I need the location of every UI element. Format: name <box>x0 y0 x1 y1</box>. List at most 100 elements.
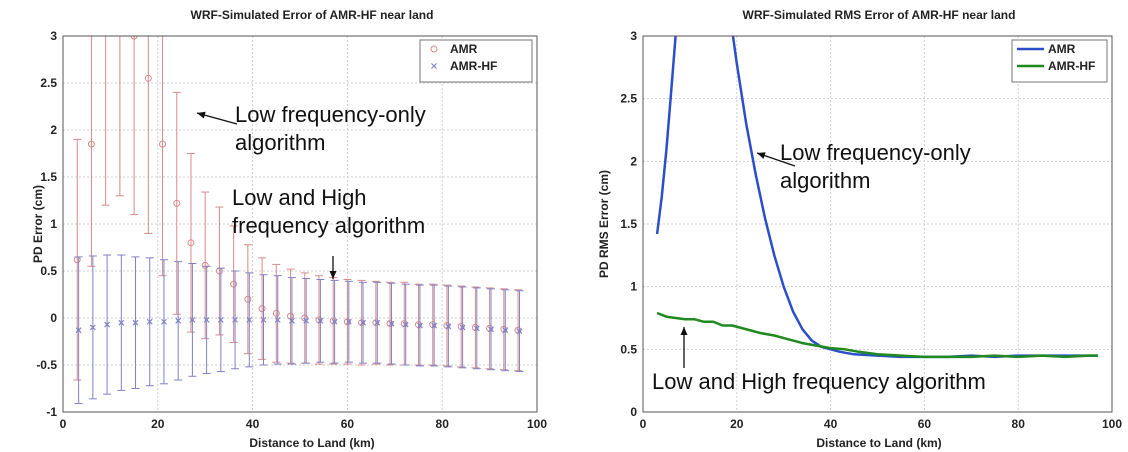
y-tick-label: 2.5 <box>40 76 57 90</box>
x-tick-label: 20 <box>151 417 165 431</box>
annotation-text: frequency algorithm <box>232 213 425 238</box>
chart-title: WRF-Simulated Error of AMR-HF near land <box>191 8 434 22</box>
y-tick-label: 0 <box>630 405 637 419</box>
annotation-arrowhead <box>680 327 688 335</box>
y-tick-label: 2.5 <box>620 92 637 106</box>
annotation-arrowhead <box>329 271 337 279</box>
series-amr-hf <box>656 311 1098 359</box>
y-tick-label: 2 <box>50 123 57 137</box>
x-tick-label: 60 <box>341 417 355 431</box>
data-point <box>303 317 310 324</box>
series-amr-hf <box>74 254 524 405</box>
y-axis-label: PD Error (cm) <box>31 185 45 263</box>
data-point <box>345 318 352 325</box>
data-point <box>274 316 281 323</box>
x-axis-label: Distance to Land (km) <box>249 436 374 450</box>
tick-labels: 0 20 40 60 80 100 -1 -0.5 0 0.5 1 1.5 2 2.5 3 <box>36 29 547 431</box>
data-point <box>104 321 111 328</box>
data-point <box>445 323 452 330</box>
annotation-text: algorithm <box>235 130 325 155</box>
series-amr <box>73 0 523 381</box>
data-point <box>189 316 196 323</box>
data-point <box>516 328 523 335</box>
data-point <box>175 317 182 324</box>
data-point <box>289 317 295 324</box>
x-tick-label: 60 <box>918 417 932 431</box>
data-point <box>203 316 210 323</box>
data-point <box>360 319 366 326</box>
data-point <box>473 325 480 332</box>
annotation-text: Low frequency-only <box>235 102 426 127</box>
data-point <box>416 322 423 329</box>
y-axis-label: PD RMS Error (cm) <box>597 170 611 278</box>
data-point <box>161 318 167 325</box>
y-tick-label: 2 <box>630 154 637 168</box>
series-line <box>655 36 1098 359</box>
data-point <box>388 320 395 327</box>
legend-box <box>419 39 533 83</box>
x-axis-label: Distance to Land (km) <box>816 436 941 450</box>
rms-error-chart: WRF-Simulated RMS Error of AMR-HF near l… <box>597 8 1122 450</box>
y-tick-label: 1.5 <box>620 217 637 231</box>
legend: AMR AMR-HF <box>419 39 533 83</box>
data-point <box>132 319 139 326</box>
data-point <box>117 0 123 1</box>
legend-label: AMR <box>450 42 478 56</box>
data-point <box>144 74 152 82</box>
data-point <box>201 261 209 269</box>
data-point <box>217 316 224 323</box>
legend: AMR AMR-HF <box>1011 39 1108 83</box>
data-point <box>230 280 238 288</box>
y-tick-label: 0 <box>50 311 57 325</box>
tick-labels: 0 20 40 60 80 100 0 0.5 1 1.5 2 2.5 3 <box>620 29 1122 431</box>
annotation: Low frequency-only algorithm <box>196 102 426 155</box>
annotation-text: Low and High frequency algorithm <box>652 369 986 394</box>
x-tick-label: 80 <box>436 417 450 431</box>
y-tick-label: -1 <box>46 405 57 419</box>
data-point <box>374 319 381 326</box>
y-tick-label: 3 <box>50 29 57 43</box>
y-tick-label: -0.5 <box>36 358 57 372</box>
x-tick-label: 100 <box>1102 417 1122 431</box>
plot-frame <box>62 35 538 413</box>
data-point <box>358 319 366 327</box>
data-point <box>459 324 466 331</box>
legend-marker <box>430 45 438 53</box>
data-layer <box>73 0 524 405</box>
series-line <box>656 311 1098 359</box>
legend-marker <box>431 63 437 69</box>
data-point <box>372 319 380 327</box>
data-point <box>173 199 181 207</box>
annotation-text: Low and High <box>232 185 367 210</box>
legend-label: AMR-HF <box>1048 59 1095 73</box>
x-tick-label: 0 <box>60 417 67 431</box>
annotation-arrowhead <box>197 111 206 119</box>
data-point <box>258 305 266 313</box>
data-point <box>246 316 253 323</box>
data-point <box>502 327 509 334</box>
data-point <box>272 309 280 317</box>
annotations: Low frequency-only algorithm Low and High f… <box>196 102 426 279</box>
y-tick-label: 1 <box>50 217 57 231</box>
data-point <box>130 36 138 40</box>
data-point <box>331 318 338 325</box>
x-tick-label: 40 <box>824 417 838 431</box>
annotation: Low and High frequency algorithm <box>232 185 425 279</box>
data-point <box>301 314 309 322</box>
annotation-text: algorithm <box>780 168 870 193</box>
series-amr <box>655 36 1098 359</box>
legend-box <box>1011 39 1108 83</box>
error-chart: WRF-Simulated Error of AMR-HF near land … <box>31 0 547 450</box>
data-point <box>317 317 324 324</box>
data-point <box>232 316 238 323</box>
annotations: Low frequency-only algorithm Low and High … <box>652 140 986 394</box>
annotation: Low and High frequency algorithm <box>652 327 986 394</box>
legend-label: AMR <box>1048 42 1076 56</box>
data-point <box>89 324 96 331</box>
data-point <box>103 5 109 11</box>
data-point <box>87 140 95 148</box>
data-point <box>488 326 494 333</box>
data-point <box>402 321 409 328</box>
data-point <box>146 318 153 325</box>
